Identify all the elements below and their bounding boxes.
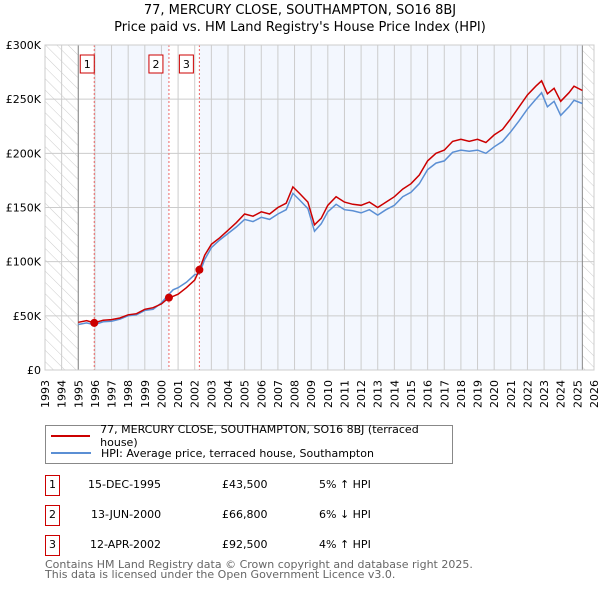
x-tick-label: 2021 — [505, 380, 518, 408]
x-tick-label: 2002 — [189, 380, 202, 408]
y-tick-label: £150K — [6, 202, 42, 215]
x-tick-label: 2025 — [571, 380, 584, 408]
x-tick-label: 2015 — [405, 380, 418, 408]
x-tick-label: 2003 — [205, 380, 218, 408]
x-tick-label: 2019 — [472, 380, 485, 408]
transaction-marker: 3 — [45, 535, 60, 556]
transaction-marker: 1 — [45, 475, 60, 496]
sale-label-box — [79, 54, 95, 74]
x-tick-label: 1996 — [89, 380, 102, 408]
transaction-row: 2 13-JUN-2000 £66,800 6% ↓ HPI — [45, 505, 465, 526]
x-tick-label: 2006 — [255, 380, 268, 408]
transaction-marker: 2 — [45, 505, 60, 526]
transaction-date: 12-APR-2002 — [90, 538, 162, 551]
price-chart: 1993 1994 1995 1996 1997 1998 1999 2000 2001 2002… — [6, 39, 600, 408]
legend-swatch-red — [51, 435, 91, 437]
sale-label-box — [178, 54, 194, 74]
x-tick-label: 1993 — [39, 380, 52, 408]
x-tick-label: 2023 — [538, 380, 551, 408]
x-tick-label: 2004 — [222, 380, 235, 408]
sale-label: 1 — [84, 58, 91, 71]
x-tick-label: 2010 — [322, 380, 335, 408]
transaction-date: 13-JUN-2000 — [91, 508, 162, 521]
transaction-date: 15-DEC-1995 — [88, 478, 162, 491]
x-tick-label: 2007 — [272, 380, 285, 408]
x-tick-label: 2026 — [588, 380, 600, 408]
y-tick-label: £100K — [6, 256, 42, 269]
legend-swatch-blue — [51, 452, 91, 454]
x-tick-label: 2018 — [455, 380, 468, 408]
plot-border — [44, 44, 595, 371]
y-tick-label: £300K — [6, 39, 42, 52]
transaction-hpi: 5% ↑ HPI — [319, 478, 371, 491]
x-tick-label: 1995 — [72, 380, 85, 408]
transaction-price: £92,500 — [222, 538, 268, 551]
sale-point — [195, 265, 204, 274]
x-tick-label: 2011 — [338, 380, 351, 408]
chart-subtitle: Price paid vs. HM Land Registry's House … — [114, 20, 486, 35]
x-tick-label: 2013 — [372, 380, 385, 408]
x-tick-label: 1999 — [139, 380, 152, 408]
x-tick-label: 2022 — [521, 380, 534, 408]
x-tick-label: 1997 — [106, 380, 119, 408]
x-tick-label: 2012 — [355, 380, 368, 408]
footer: Contains HM Land Registry data © Crown c… — [45, 558, 473, 581]
legend-item-property: 77, MERCURY CLOSE, SOUTHAMPTON, SO16 8BJ… — [46, 423, 452, 449]
legend-label: HPI: Average price, terraced house, Sout… — [101, 446, 374, 460]
footer-copyright: Contains HM Land Registry data © Crown c… — [45, 558, 473, 571]
x-tick-label: 2014 — [388, 380, 401, 408]
transaction-price: £66,800 — [222, 508, 268, 521]
y-tick-label: £250K — [6, 93, 42, 106]
y-tick-label: £0 — [27, 364, 41, 377]
chart-title: 77, MERCURY CLOSE, SOUTHAMPTON, SO16 8BJ — [143, 3, 457, 18]
x-tick-label: 2000 — [155, 380, 168, 408]
transaction-hpi: 6% ↓ HPI — [319, 508, 371, 521]
sale-label-box — [148, 54, 164, 74]
transaction-row: 3 12-APR-2002 £92,500 4% ↑ HPI — [45, 535, 465, 556]
y-tick-label: £200K — [6, 147, 42, 160]
x-tick-label: 2020 — [488, 380, 501, 408]
legend-label: 77, MERCURY CLOSE, SOUTHAMPTON, SO16 8BJ… — [100, 423, 419, 449]
x-tick-label: 1994 — [56, 380, 69, 408]
x-tick-label: 2017 — [438, 380, 451, 408]
x-tick-label: 2009 — [305, 380, 318, 408]
x-tick-label: 2016 — [422, 380, 435, 408]
x-tick-label: 2005 — [239, 380, 252, 408]
x-tick-label: 1998 — [122, 380, 135, 408]
transaction-price: £43,500 — [222, 478, 268, 491]
sale-point — [90, 318, 99, 327]
legend: 77, MERCURY CLOSE, SOUTHAMPTON, SO16 8BJ… — [45, 423, 453, 464]
sale-point — [164, 293, 173, 302]
x-tick-label: 2024 — [555, 380, 568, 408]
legend-item-hpi: HPI: Average price, terraced house, Sout… — [46, 445, 374, 461]
footer-licence: This data is licensed under the Open Gov… — [45, 568, 396, 581]
sale-label: 2 — [152, 58, 159, 71]
sale-label: 3 — [183, 58, 190, 71]
transaction-hpi: 4% ↑ HPI — [319, 538, 371, 551]
y-tick-label: £50K — [13, 310, 42, 323]
x-tick-label: 2008 — [289, 380, 302, 408]
transaction-row: 1 15-DEC-1995 £43,500 5% ↑ HPI — [45, 475, 465, 496]
x-tick-label: 2001 — [172, 380, 185, 408]
